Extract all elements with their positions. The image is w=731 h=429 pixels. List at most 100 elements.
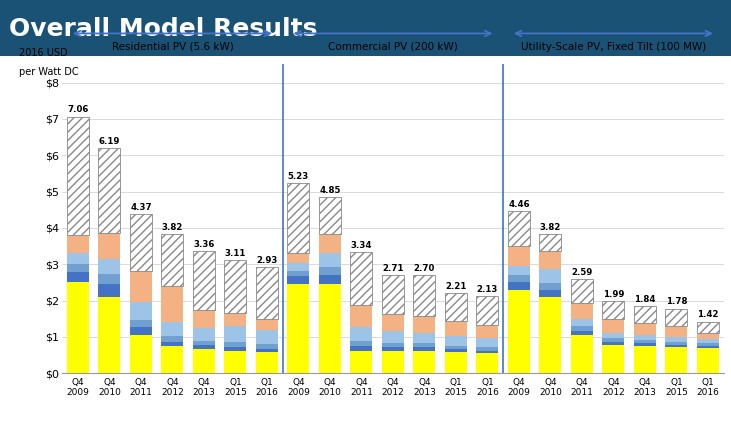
Bar (224, 341, 246, 347)
Text: per Watt DC: per Watt DC (19, 66, 79, 77)
Bar (634, 335, 656, 340)
Text: Overall Model Results: Overall Model Results (9, 17, 317, 41)
Bar (319, 197, 341, 234)
Bar (571, 319, 593, 326)
Bar (539, 251, 561, 269)
Bar (602, 332, 624, 338)
Bar (508, 266, 530, 275)
Bar (539, 283, 561, 290)
Bar (477, 325, 499, 338)
Bar (319, 253, 341, 267)
Bar (224, 326, 246, 341)
Bar (287, 253, 309, 263)
Bar (382, 343, 404, 347)
Bar (193, 310, 215, 328)
Bar (477, 296, 499, 325)
Bar (414, 275, 436, 316)
Bar (287, 271, 309, 276)
Bar (224, 313, 246, 326)
Bar (99, 297, 121, 373)
Bar (67, 253, 89, 264)
Bar (99, 148, 121, 233)
Bar (319, 284, 341, 373)
Bar (602, 342, 624, 345)
Bar (67, 282, 89, 373)
Bar (193, 251, 215, 310)
Bar (697, 346, 719, 348)
Text: 1.99: 1.99 (603, 290, 624, 299)
Text: 1.42: 1.42 (697, 311, 719, 320)
Bar (571, 326, 593, 331)
Bar (508, 275, 530, 282)
Bar (697, 348, 719, 373)
Bar (162, 322, 183, 336)
Bar (350, 346, 372, 350)
Text: 4.46: 4.46 (508, 200, 530, 209)
Bar (287, 183, 309, 253)
Bar (539, 297, 561, 373)
Text: 3.11: 3.11 (224, 249, 246, 258)
Bar (130, 335, 152, 373)
Bar (634, 346, 656, 373)
Text: Residential PV (5.6 kW): Residential PV (5.6 kW) (112, 42, 233, 52)
Text: Commercial PV (200 kW): Commercial PV (200 kW) (328, 42, 458, 52)
Bar (697, 343, 719, 346)
Bar (414, 347, 436, 350)
Bar (382, 347, 404, 350)
Bar (697, 322, 719, 333)
Text: 3.82: 3.82 (162, 223, 183, 232)
Bar (350, 305, 372, 327)
Bar (224, 347, 246, 350)
Bar (130, 214, 152, 272)
Bar (665, 336, 687, 341)
Bar (256, 348, 278, 352)
Bar (665, 347, 687, 373)
Text: 4.37: 4.37 (130, 203, 152, 212)
Bar (193, 348, 215, 373)
Bar (634, 340, 656, 344)
Bar (414, 344, 436, 347)
Bar (224, 260, 246, 313)
Bar (130, 327, 152, 335)
Bar (162, 286, 183, 322)
Bar (445, 321, 467, 336)
Bar (350, 252, 372, 305)
Bar (319, 275, 341, 284)
Bar (67, 117, 89, 235)
Bar (697, 339, 719, 343)
Text: 2016 USD: 2016 USD (19, 48, 68, 58)
Text: 4.85: 4.85 (319, 186, 341, 195)
Bar (571, 331, 593, 335)
Bar (414, 350, 436, 373)
Text: 3.36: 3.36 (193, 240, 215, 249)
Text: 3.34: 3.34 (351, 241, 372, 250)
Bar (665, 341, 687, 344)
Bar (319, 267, 341, 275)
Bar (99, 284, 121, 297)
Text: 5.23: 5.23 (288, 172, 309, 181)
Text: Utility-Scale PV, Fixed Tilt (100 MW): Utility-Scale PV, Fixed Tilt (100 MW) (520, 42, 706, 52)
Text: 7.06: 7.06 (67, 106, 88, 115)
Bar (602, 345, 624, 373)
Text: 1.78: 1.78 (666, 297, 687, 306)
Bar (162, 336, 183, 341)
Bar (350, 327, 372, 341)
Bar (382, 350, 404, 373)
Bar (67, 235, 89, 253)
Bar (602, 319, 624, 332)
Bar (99, 259, 121, 274)
Bar (256, 267, 278, 319)
Text: 2.21: 2.21 (445, 282, 466, 291)
Bar (67, 264, 89, 272)
Bar (256, 319, 278, 330)
Bar (287, 263, 309, 271)
Bar (382, 275, 404, 314)
Bar (665, 308, 687, 326)
Bar (350, 350, 372, 373)
Bar (508, 246, 530, 266)
Bar (697, 333, 719, 339)
Bar (350, 341, 372, 346)
Text: 6.19: 6.19 (99, 137, 120, 146)
Bar (508, 211, 530, 246)
Bar (665, 326, 687, 336)
